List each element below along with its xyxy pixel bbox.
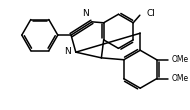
Text: N: N (82, 9, 89, 18)
Text: OMe: OMe (172, 55, 189, 64)
Text: OMe: OMe (172, 74, 189, 83)
Text: N: N (64, 47, 71, 56)
Text: Cl: Cl (146, 9, 155, 18)
